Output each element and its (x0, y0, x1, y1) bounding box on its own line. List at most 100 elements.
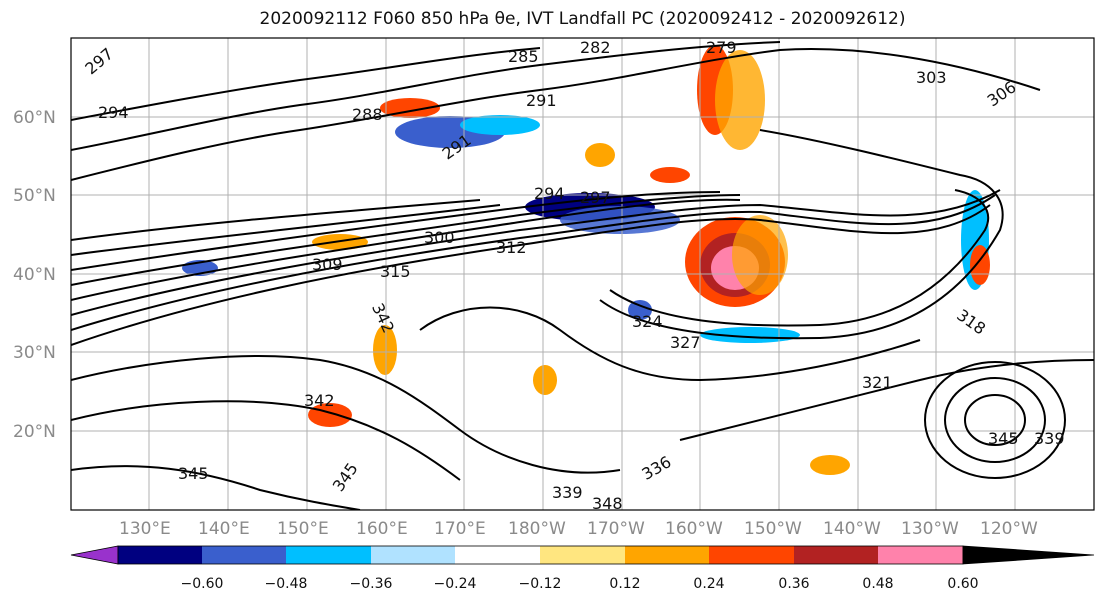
subtrop-contour-4 (679, 359, 1094, 441)
lon-label: 130°W (901, 519, 959, 539)
subtrop-contour-2 (71, 400, 461, 481)
lon-label: 130°E (119, 519, 171, 539)
contour-label: 345 (988, 429, 1019, 448)
contour-label: 339 (552, 483, 583, 502)
sw-contour (71, 465, 361, 510)
lon-label: 160°E (356, 519, 408, 539)
shade-red-gulf (650, 167, 690, 183)
map-frame (70, 37, 1095, 511)
subtrop-contour-3 (419, 306, 921, 382)
contour-label: 288 (352, 105, 383, 124)
closed-high-2 (944, 377, 1046, 463)
contour-label: 294 (534, 184, 565, 203)
colorbar-tick: 0.24 (693, 576, 724, 592)
shade-cyan-aleutian (460, 115, 540, 135)
shade-orange-north2 (585, 143, 615, 167)
jet-contour-7 (71, 204, 501, 256)
south-loop-2 (609, 189, 990, 327)
contour-label: 279 (706, 38, 737, 57)
contour-label: 309 (312, 255, 343, 274)
colorbar-swatch (202, 546, 286, 564)
contour-label: 303 (916, 68, 947, 87)
contour-label: 339 (1034, 429, 1065, 448)
closed-high-1 (964, 394, 1026, 446)
colorbar-tick: −0.36 (350, 576, 393, 592)
contour-label: 294 (98, 103, 129, 122)
shade-orange-southeast (810, 455, 850, 475)
jet-contour-3 (71, 189, 1001, 316)
contour-label: 312 (496, 238, 527, 257)
lon-label: 120°W (980, 519, 1038, 539)
colorbar-swatch (540, 546, 625, 564)
lon-label: 140°E (198, 519, 250, 539)
contour-label: 315 (380, 262, 411, 281)
jet-contour-2 (71, 194, 996, 331)
contour-label: 348 (592, 494, 623, 513)
contour-label: 300 (424, 228, 455, 247)
lat-label: 30°N (13, 343, 56, 363)
closed-high-3 (924, 361, 1066, 479)
colorbar-swatch (371, 546, 455, 564)
colorbar-extend-high (962, 545, 1095, 565)
colorbar-tick: −0.24 (434, 576, 477, 592)
lat-label: 50°N (13, 186, 56, 206)
shade-orange-coast (970, 245, 990, 285)
shade-orange-east (533, 365, 557, 395)
colorbar-swatch (455, 546, 540, 564)
contour-label: 327 (670, 333, 701, 352)
colorbar-swatch (625, 546, 709, 564)
north-contour-2 (71, 41, 781, 151)
contour-label: 282 (580, 38, 611, 57)
colorbar: −0.60 −0.48 −0.36 −0.24 −0.12 0.12 0.24 … (70, 545, 1095, 592)
contour-label: 285 (508, 47, 539, 66)
contour-label: 321 (862, 373, 893, 392)
contour-label: 297 (580, 188, 611, 207)
north-contour-3 (71, 47, 541, 121)
jet-contour-5 (71, 194, 741, 286)
graticule (71, 38, 1094, 510)
lat-label: 60°N (13, 108, 56, 128)
lon-label: 170°E (434, 519, 486, 539)
jet-contour-1 (71, 204, 991, 346)
lat-label: 40°N (13, 265, 56, 285)
subtrop-contour-1 (71, 355, 621, 474)
jet-contour-4 (71, 198, 741, 301)
south-loop-1 (599, 129, 1004, 340)
colorbar-tick: −0.60 (181, 576, 224, 592)
lat-label: 20°N (13, 422, 56, 442)
colorbar-tick: 0.36 (778, 576, 809, 592)
contour-layer (71, 41, 1094, 510)
lon-label: 170°W (587, 519, 645, 539)
contour-label: 345 (178, 464, 209, 483)
jet-contour-6 (71, 191, 721, 271)
contour-label: 291 (526, 91, 557, 110)
colorbar-tick: 0.12 (609, 576, 640, 592)
lon-label: 160°W (665, 519, 723, 539)
map-panel: 297 294 285 282 279 303 306 288 291 291 … (71, 38, 1094, 513)
lon-label: 150°E (277, 519, 329, 539)
contour-label: 324 (632, 312, 663, 331)
jet-contour-8 (71, 199, 481, 241)
shade-orange-cluster (628, 300, 652, 320)
colorbar-tick: 0.48 (862, 576, 893, 592)
colorbar-tick: −0.48 (265, 576, 308, 592)
lon-label: 180°W (508, 519, 566, 539)
north-contour-1 (71, 48, 1041, 181)
lon-label: 150°W (744, 519, 802, 539)
colorbar-swatch (794, 546, 878, 564)
shade-orange-sub (373, 325, 397, 375)
map-title: 2020092112 F060 850 hPa θe, IVT Landfall… (259, 9, 906, 29)
shade-orange-ring (732, 215, 788, 295)
contour-label: 342 (304, 391, 335, 410)
colorbar-tick: −0.12 (519, 576, 562, 592)
shade-orange-alaska (715, 50, 765, 150)
colorbar-swatch (878, 546, 963, 564)
colorbar-extend-low (70, 545, 119, 565)
lon-label: 140°W (823, 519, 881, 539)
colorbar-swatch (709, 546, 794, 564)
colorbar-swatch (286, 546, 371, 564)
colorbar-tick: 0.60 (947, 576, 978, 592)
colorbar-swatch (118, 546, 202, 564)
lon-axis: 130°E 140°E 150°E 160°E 170°E 180°W 170°… (119, 519, 1038, 539)
